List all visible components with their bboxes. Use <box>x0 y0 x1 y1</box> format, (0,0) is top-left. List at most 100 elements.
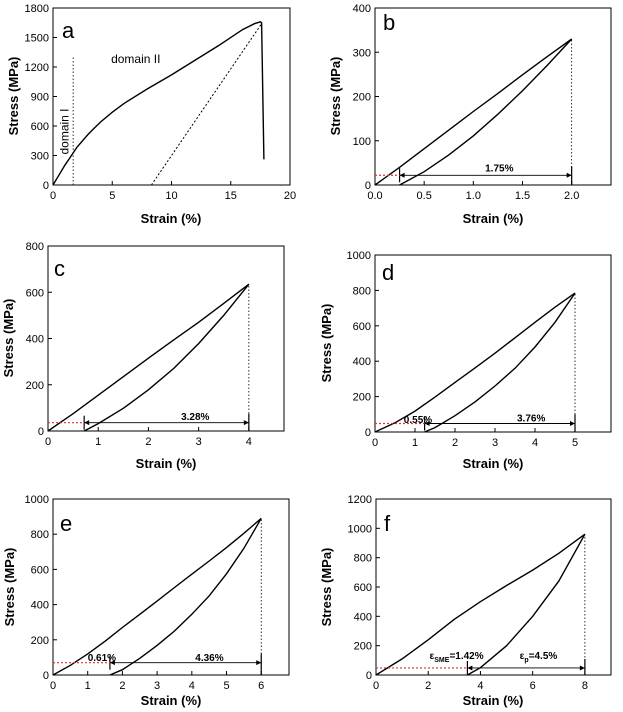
arrowhead-left <box>399 172 405 178</box>
y-tick-label: 400 <box>31 600 49 612</box>
y-tick-label: 0 <box>365 427 371 439</box>
x-tick-label: 1 <box>95 436 101 448</box>
x-axis-title: Strain (%) <box>141 211 202 226</box>
panel-e: e 0 1 2 3 4 5 6 0 200 400 600 800 1000 0.61% 4.36% St… <box>2 494 290 708</box>
y-tick-label: 800 <box>354 553 372 565</box>
x-tick-label: 2.0 <box>564 190 579 202</box>
chart-marks <box>374 292 576 433</box>
y-tick-label: 800 <box>353 285 371 297</box>
x-axis-title: Strain (%) <box>463 211 524 226</box>
y-tick-label: 100 <box>353 136 371 148</box>
y-tick-label: 0 <box>38 426 44 438</box>
axis-ticks: 0 5 10 15 20 0 300 600 900 1200 1500 1800 <box>25 3 297 202</box>
y-tick-label: 800 <box>31 529 49 541</box>
x-tick-label: 4 <box>532 437 538 449</box>
chart-annotations: 0.55% 3.76% <box>404 413 546 425</box>
annotation-value: =4.5% <box>529 651 558 662</box>
annotation-label: εSME=1.42% <box>430 651 484 664</box>
arrowhead-right <box>579 665 585 671</box>
x-tick-label: 3 <box>154 680 160 692</box>
x-tick-label: 0.5 <box>417 190 432 202</box>
chart-annotations: 0.61% 4.36% <box>88 653 224 664</box>
arrowhead-left <box>424 421 430 427</box>
y-tick-label: 1200 <box>25 62 49 74</box>
panel-letter: a <box>62 18 75 43</box>
y-tick-label: 1000 <box>348 523 372 535</box>
x-tick-label: 5 <box>223 680 229 692</box>
arrowhead-right <box>570 421 575 427</box>
plot-frame <box>52 498 290 676</box>
plot-frame <box>52 7 291 186</box>
x-axis-title: Strain (%) <box>136 456 197 471</box>
y-tick-label: 600 <box>31 564 49 576</box>
y-tick-label: 0 <box>366 670 372 682</box>
annotation-label: 3.28% <box>181 412 209 423</box>
series-line <box>467 533 586 676</box>
x-axis-title: Strain (%) <box>141 693 202 708</box>
y-tick-label: 300 <box>31 151 49 163</box>
y-tick-label: 600 <box>31 121 49 133</box>
y-tick-label: 600 <box>353 321 371 333</box>
panel-d: d 0 1 2 3 4 5 0 200 400 600 800 1000 0.55% 3.76% Str… <box>319 250 612 471</box>
y-tick-label: 400 <box>353 3 371 15</box>
annotation-label: 0.55% <box>404 415 432 426</box>
x-tick-label: 0 <box>50 680 56 692</box>
dotted-line <box>150 23 263 186</box>
chart-annotations: εSME=1.42% εp=4.5% <box>430 651 558 664</box>
y-tick-label: 0 <box>43 180 49 192</box>
annotation-label: domain II <box>111 52 160 66</box>
x-axis-title: Strain (%) <box>463 693 524 708</box>
annotation-label: εp=4.5% <box>520 651 558 664</box>
x-tick-label: 2 <box>425 680 431 692</box>
x-tick-label: 20 <box>284 190 296 202</box>
x-tick-label: 6 <box>258 680 264 692</box>
panel-b: b 0.0 0.5 1.0 1.5 2.0 0 100 200 300 400 1.75% Str… <box>328 3 612 226</box>
y-tick-label: 1000 <box>25 494 49 506</box>
x-tick-label: 0 <box>373 680 379 692</box>
plot-frame <box>374 254 612 433</box>
chart-annotations: domain II domain I <box>57 52 160 154</box>
annotation-subscript: SME <box>434 657 450 664</box>
arrowhead-left <box>467 665 473 671</box>
x-tick-label: 4 <box>246 436 252 448</box>
y-axis-title: Stress (MPa) <box>2 548 17 627</box>
y-tick-label: 600 <box>26 287 44 299</box>
y-axis-title: Stress (MPa) <box>319 304 334 383</box>
x-tick-label: 0 <box>45 436 51 448</box>
axis-ticks: 0 2 4 6 8 0 200 400 600 800 1000 1200 <box>348 494 588 692</box>
series-line <box>375 533 586 676</box>
y-tick-label: 600 <box>354 582 372 594</box>
series-line <box>374 38 573 186</box>
y-tick-label: 200 <box>354 641 372 653</box>
panel-letter: f <box>384 511 391 536</box>
y-tick-label: 1500 <box>25 33 49 45</box>
x-tick-label: 3 <box>196 436 202 448</box>
panel-letter: c <box>54 256 65 281</box>
chart-marks <box>52 21 265 186</box>
chart-marks <box>374 38 573 186</box>
x-tick-label: 4 <box>477 680 483 692</box>
y-axis-title: Stress (MPa) <box>319 548 334 627</box>
axis-ticks: 0.0 0.5 1.0 1.5 2.0 0 100 200 300 400 <box>353 3 580 202</box>
annotation-label: 3.76% <box>517 413 545 424</box>
y-tick-label: 0 <box>365 180 371 192</box>
arrowhead-right <box>256 660 262 666</box>
annotation-value: =1.42% <box>449 651 483 662</box>
y-tick-label: 1200 <box>348 494 372 506</box>
axis-ticks: 0 1 2 3 4 0 200 400 600 800 <box>26 241 252 448</box>
y-tick-label: 900 <box>31 92 49 104</box>
x-tick-label: 6 <box>530 680 536 692</box>
annotation-label: 4.36% <box>195 653 223 664</box>
panel-letter: b <box>383 10 395 35</box>
x-tick-label: 0 <box>50 190 56 202</box>
x-tick-label: 10 <box>165 190 177 202</box>
y-tick-label: 0 <box>43 670 49 682</box>
x-tick-label: 1 <box>85 680 91 692</box>
annotation-subscript: p <box>524 657 528 664</box>
series-line <box>399 38 573 186</box>
axis-ticks: 0 1 2 3 4 5 6 0 200 400 600 800 1000 <box>25 494 265 692</box>
x-tick-label: 1 <box>412 437 418 449</box>
x-tick-label: 5 <box>572 437 578 449</box>
